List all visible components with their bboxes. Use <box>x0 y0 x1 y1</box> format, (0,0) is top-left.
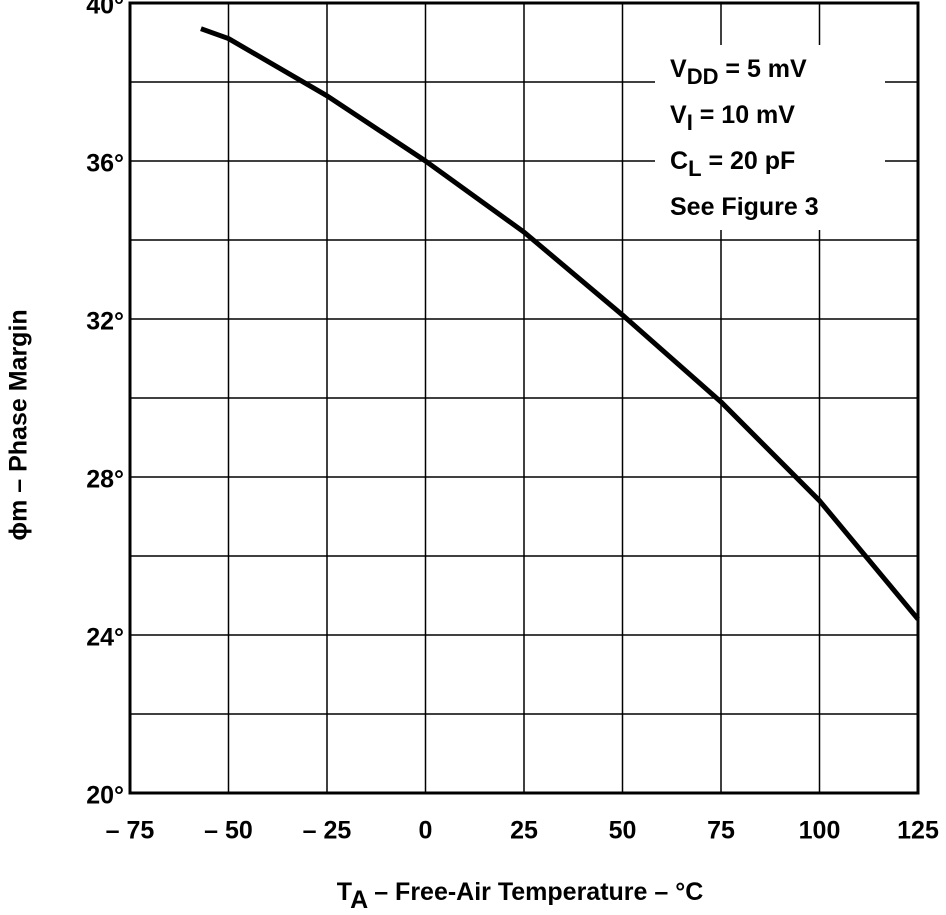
x-tick-label: – 50 <box>204 817 253 845</box>
x-tick-label: 125 <box>897 817 939 845</box>
y-tick-label: 24° <box>86 624 124 652</box>
x-tick-label: – 75 <box>106 817 155 845</box>
annotation-text: V <box>670 55 687 83</box>
annotation-text: = 5 mV <box>718 55 807 83</box>
annotation: CL = 20 pF <box>670 147 795 181</box>
x-tick-label: – 25 <box>303 817 352 845</box>
annotation-sub: I <box>687 110 693 135</box>
annotation-text: See Figure 3 <box>670 193 819 221</box>
annotation: See Figure 3 <box>670 193 819 221</box>
y-tick-label: 20° <box>86 782 124 810</box>
x-axis-label-sub: A <box>350 886 368 914</box>
x-axis-label-text: T <box>337 878 352 906</box>
x-tick-label: 50 <box>609 817 637 845</box>
x-tick-label: 0 <box>419 817 433 845</box>
annotation-text: = 20 pF <box>702 147 796 175</box>
x-tick-label: 75 <box>707 817 735 845</box>
x-tick-label: 25 <box>510 817 538 845</box>
y-axis-label: ϕm – Phase Margin <box>5 309 33 540</box>
x-tick-label: 100 <box>799 817 841 845</box>
annotation: VDD = 5 mV <box>670 55 807 89</box>
annotation-sub: L <box>688 156 701 181</box>
y-tick-label: 28° <box>86 466 124 494</box>
data-line <box>200 26 920 621</box>
annotation-sub: DD <box>687 64 719 89</box>
annotation-text: V <box>670 101 687 129</box>
x-axis-label: TA – Free-Air Temperature – °C <box>337 878 704 914</box>
annotation-text: C <box>670 147 688 175</box>
y-tick-label: 40° <box>86 0 124 20</box>
y-tick-label: 36° <box>86 150 124 178</box>
x-axis-label-text: – Free-Air Temperature – °C <box>367 878 703 906</box>
plot-border <box>128 1 920 795</box>
y-tick-label: 32° <box>86 308 124 336</box>
annotation-text: = 10 mV <box>693 101 795 129</box>
annotation-bg <box>655 45 885 230</box>
annotation: VI = 10 mV <box>670 101 795 135</box>
